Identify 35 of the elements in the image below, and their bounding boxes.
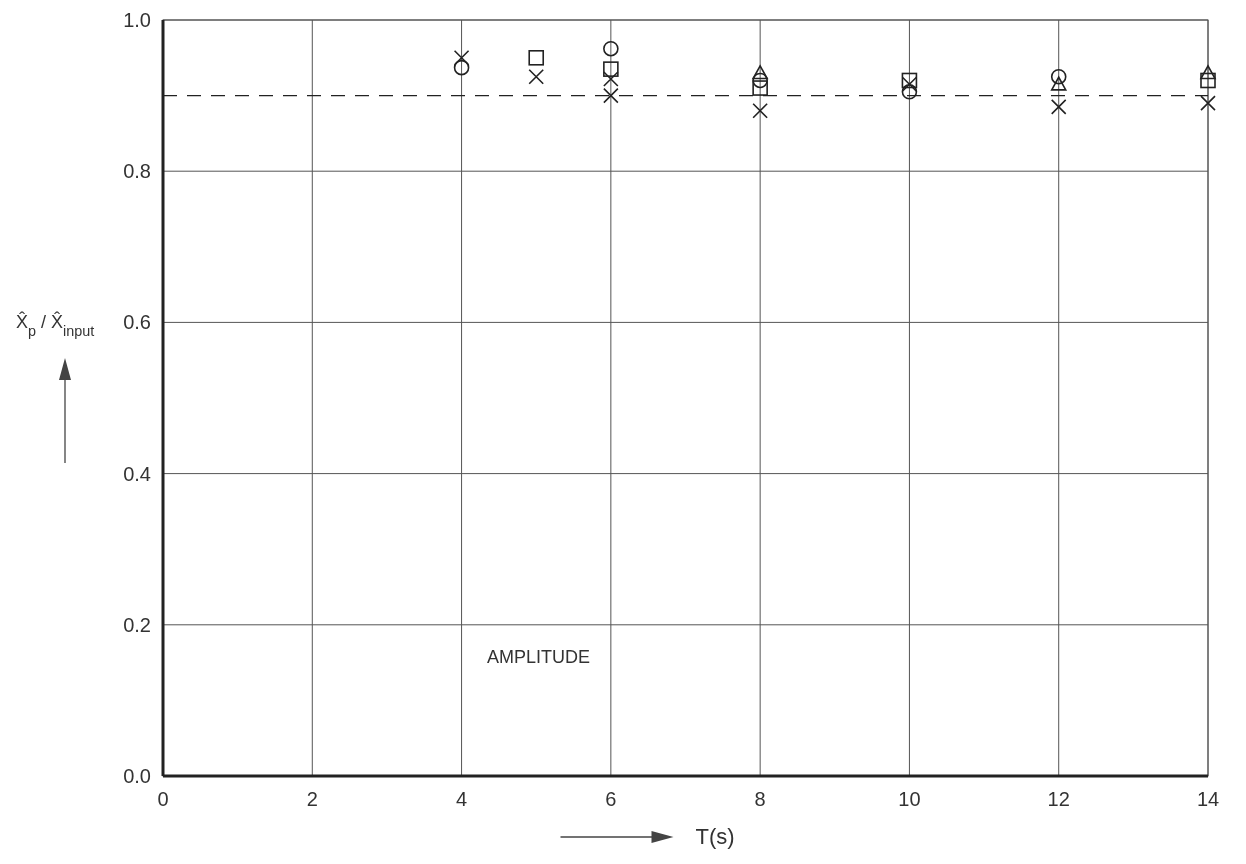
point [1200, 72, 1216, 89]
point [752, 80, 768, 96]
x-tick-label: 10 [898, 788, 921, 810]
point [603, 40, 619, 57]
point [901, 72, 918, 89]
point [453, 59, 470, 76]
point [528, 50, 545, 66]
point [901, 84, 918, 100]
point [1050, 76, 1067, 91]
x-tick-label: 12 [1047, 788, 1070, 810]
annotation: AMPLITUDE [486, 646, 590, 667]
point [603, 87, 619, 104]
y-axis-title: X̂$_{p}$ / X̂$_{input}$ [16, 311, 95, 339]
x-tick-label: 2 [306, 788, 318, 810]
point [1050, 68, 1067, 85]
y-tick-label: 0.8 [123, 160, 151, 183]
x-tick-label: 6 [605, 788, 617, 810]
point [1200, 95, 1216, 111]
point [752, 72, 768, 89]
point [752, 102, 768, 119]
point [752, 65, 768, 80]
y-tick-label: 0.6 [123, 311, 151, 334]
x-tick-label: 14 [1196, 788, 1220, 810]
y-tick-label: 1.0 [123, 9, 151, 31]
x-axis-title: T(s) [695, 824, 735, 849]
y-tick-label: 0.2 [123, 613, 151, 636]
y-tick-label: 0.0 [123, 765, 151, 787]
y-tick-label: 0.4 [123, 462, 151, 485]
x-tick-label: 0 [157, 788, 169, 810]
point [1200, 65, 1216, 80]
point [603, 61, 619, 77]
x-tick-label: 4 [456, 788, 468, 810]
point [1050, 99, 1067, 115]
point [528, 68, 545, 85]
x-tick-label: 8 [754, 788, 766, 810]
